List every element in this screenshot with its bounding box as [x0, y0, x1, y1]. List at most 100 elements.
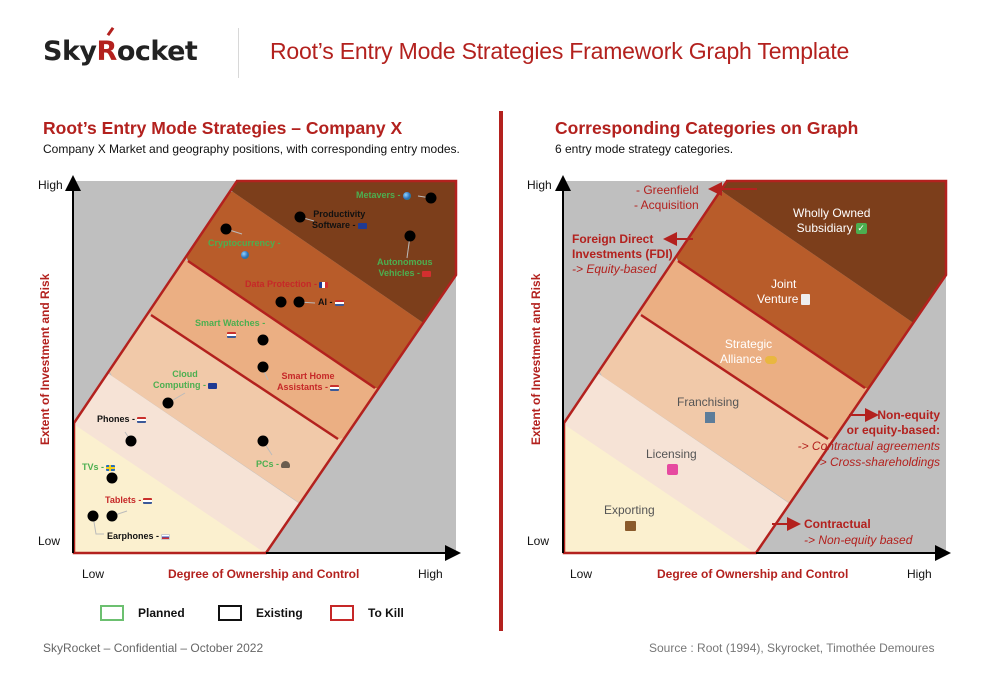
point-autonomous-vehicles[interactable]	[404, 230, 416, 242]
eu-flag-icon	[357, 222, 367, 229]
category-franchising: Franchising	[677, 395, 739, 425]
us-flag-icon	[137, 416, 147, 423]
point-smart-home-assistants[interactable]	[257, 361, 269, 373]
band-licensing	[564, 326, 790, 553]
divider-line	[640, 313, 829, 441]
point-pcs[interactable]	[257, 435, 269, 447]
y-high-label: High	[527, 178, 552, 192]
label-cloud-computing: Cloud Computing -	[153, 369, 217, 391]
france-flag-icon	[319, 281, 329, 288]
sweden-flag-icon	[106, 464, 116, 471]
logo-text-sky: Sky	[43, 36, 97, 67]
point-earphones[interactable]	[87, 510, 99, 522]
divider-line	[187, 259, 376, 390]
page-title: Root’s Entry Mode Strategies Framework G…	[270, 38, 850, 64]
left-chart	[65, 175, 461, 561]
legend-swatch-existing	[218, 605, 242, 621]
label-tablets: Tablets -	[105, 495, 153, 506]
y-low-label: Low	[38, 534, 61, 548]
annotation-mixed-line2: or equity-based:	[846, 423, 940, 437]
label-autonomous-vehicles: Autonomous Vehicles -	[377, 257, 433, 278]
header-separator	[238, 28, 239, 78]
band-strategic-alliance	[610, 240, 920, 439]
band-joint-venture	[650, 190, 946, 400]
x-low-label: Low	[82, 567, 105, 581]
band-joint-venture	[160, 190, 456, 400]
china-flag-icon	[422, 270, 432, 277]
label-productivity-software: Productivity Software -	[312, 209, 367, 230]
y-axis-title: Extent of Investment and Risk	[529, 273, 543, 445]
point-ai[interactable]	[293, 296, 305, 308]
globe-icon	[241, 250, 250, 259]
point-cloud-computing[interactable]	[162, 397, 174, 409]
label-earphones: Earphones -	[107, 531, 171, 542]
label-cryptocurrency: Cryptocurrency -	[208, 238, 281, 260]
logo-text-ocket: ocket	[116, 36, 198, 67]
handshake-icon	[765, 355, 778, 364]
point-cryptocurrency[interactable]	[220, 223, 232, 235]
annotation-contractual: Contractual	[804, 517, 871, 531]
label-metavers: Metavers -	[356, 190, 411, 201]
annotation-contractual-note: -> Non-equity based	[804, 533, 913, 547]
label-smart-home-assistants: Smart Home Assistants -	[277, 371, 340, 393]
left-panel-subtitle: Company X Market and geography positions…	[43, 142, 460, 156]
category-strategic-alliance: Strategic Alliance	[720, 337, 778, 367]
band-wholly-owned	[690, 181, 946, 330]
eu-flag-icon	[208, 382, 217, 389]
x-high-label: High	[907, 567, 932, 581]
right-panel-title: Corresponding Categories on Graph	[555, 118, 859, 138]
logo-text-r: R	[96, 36, 118, 67]
x-axis-title: Degree of Ownership and Control	[657, 567, 849, 581]
legend-to-kill: To Kill	[330, 605, 404, 621]
divider-line	[677, 259, 866, 390]
right-panel-subtitle: 6 entry mode strategy categories.	[555, 142, 734, 156]
us-flag-icon	[143, 497, 153, 504]
point-smart-watches[interactable]	[257, 334, 269, 346]
x-axis-title: Degree of Ownership and Control	[168, 567, 360, 581]
legend-existing: Existing	[218, 605, 303, 621]
check-icon: ✓	[855, 223, 867, 235]
russia-flag-icon	[161, 533, 171, 540]
building-icon	[704, 412, 715, 424]
annotation-mixed-note1: -> Contractual agreements	[797, 439, 940, 453]
y-axis-title: Extent of Investment and Risk	[38, 273, 52, 445]
document-icon	[801, 294, 811, 306]
skyrocket-logo: SkyRocket	[43, 36, 198, 67]
point-phones[interactable]	[125, 435, 137, 447]
us-flag-icon	[334, 299, 344, 306]
footer-source: Source : Root (1994), Skyrocket, Timothé…	[649, 641, 935, 655]
band-wholly-owned	[200, 181, 456, 330]
label-phones: Phones -	[97, 414, 147, 425]
label-tvs: TVs -	[82, 462, 116, 473]
annotation-greenfield: - Greenfield - Acquisition	[634, 183, 699, 212]
left-panel-title: Root’s Entry Mode Strategies – Company X	[43, 118, 403, 138]
point-productivity-software[interactable]	[294, 211, 306, 223]
x-low-label: Low	[570, 567, 593, 581]
x-high-label: High	[418, 567, 443, 581]
legend-swatch-planned	[100, 605, 124, 621]
point-tvs[interactable]	[106, 472, 118, 484]
shopping-bags-icon	[667, 464, 679, 476]
legend-planned: Planned	[100, 605, 185, 621]
band-licensing	[74, 326, 300, 553]
label-smart-watches: Smart Watches -	[195, 318, 265, 340]
point-tablets[interactable]	[106, 510, 118, 522]
point-data-protection[interactable]	[275, 296, 287, 308]
label-pcs: PCs -	[256, 459, 291, 470]
legend-swatch-to-kill	[330, 605, 354, 621]
label-ai: AI -	[318, 297, 344, 308]
footer-confidential: SkyRocket – Confidential – October 2022	[43, 641, 264, 655]
point-metavers[interactable]	[425, 192, 437, 204]
annotation-fdi: Foreign Direct Investments (FDI)	[572, 232, 673, 261]
y-low-label: Low	[527, 534, 550, 548]
us-flag-icon	[330, 384, 340, 391]
divider-line	[150, 313, 339, 441]
right-chart	[555, 175, 951, 561]
package-icon	[625, 520, 637, 531]
annotation-mixed-note2: -> Cross-shareholdings	[815, 455, 940, 469]
y-high-label: High	[38, 178, 63, 192]
category-wholly-owned: Wholly Owned Subsidiary ✓	[793, 206, 871, 235]
annotation-fdi-note: -> Equity-based	[572, 262, 657, 276]
annotation-mixed-line1: Non-equity	[877, 408, 940, 422]
